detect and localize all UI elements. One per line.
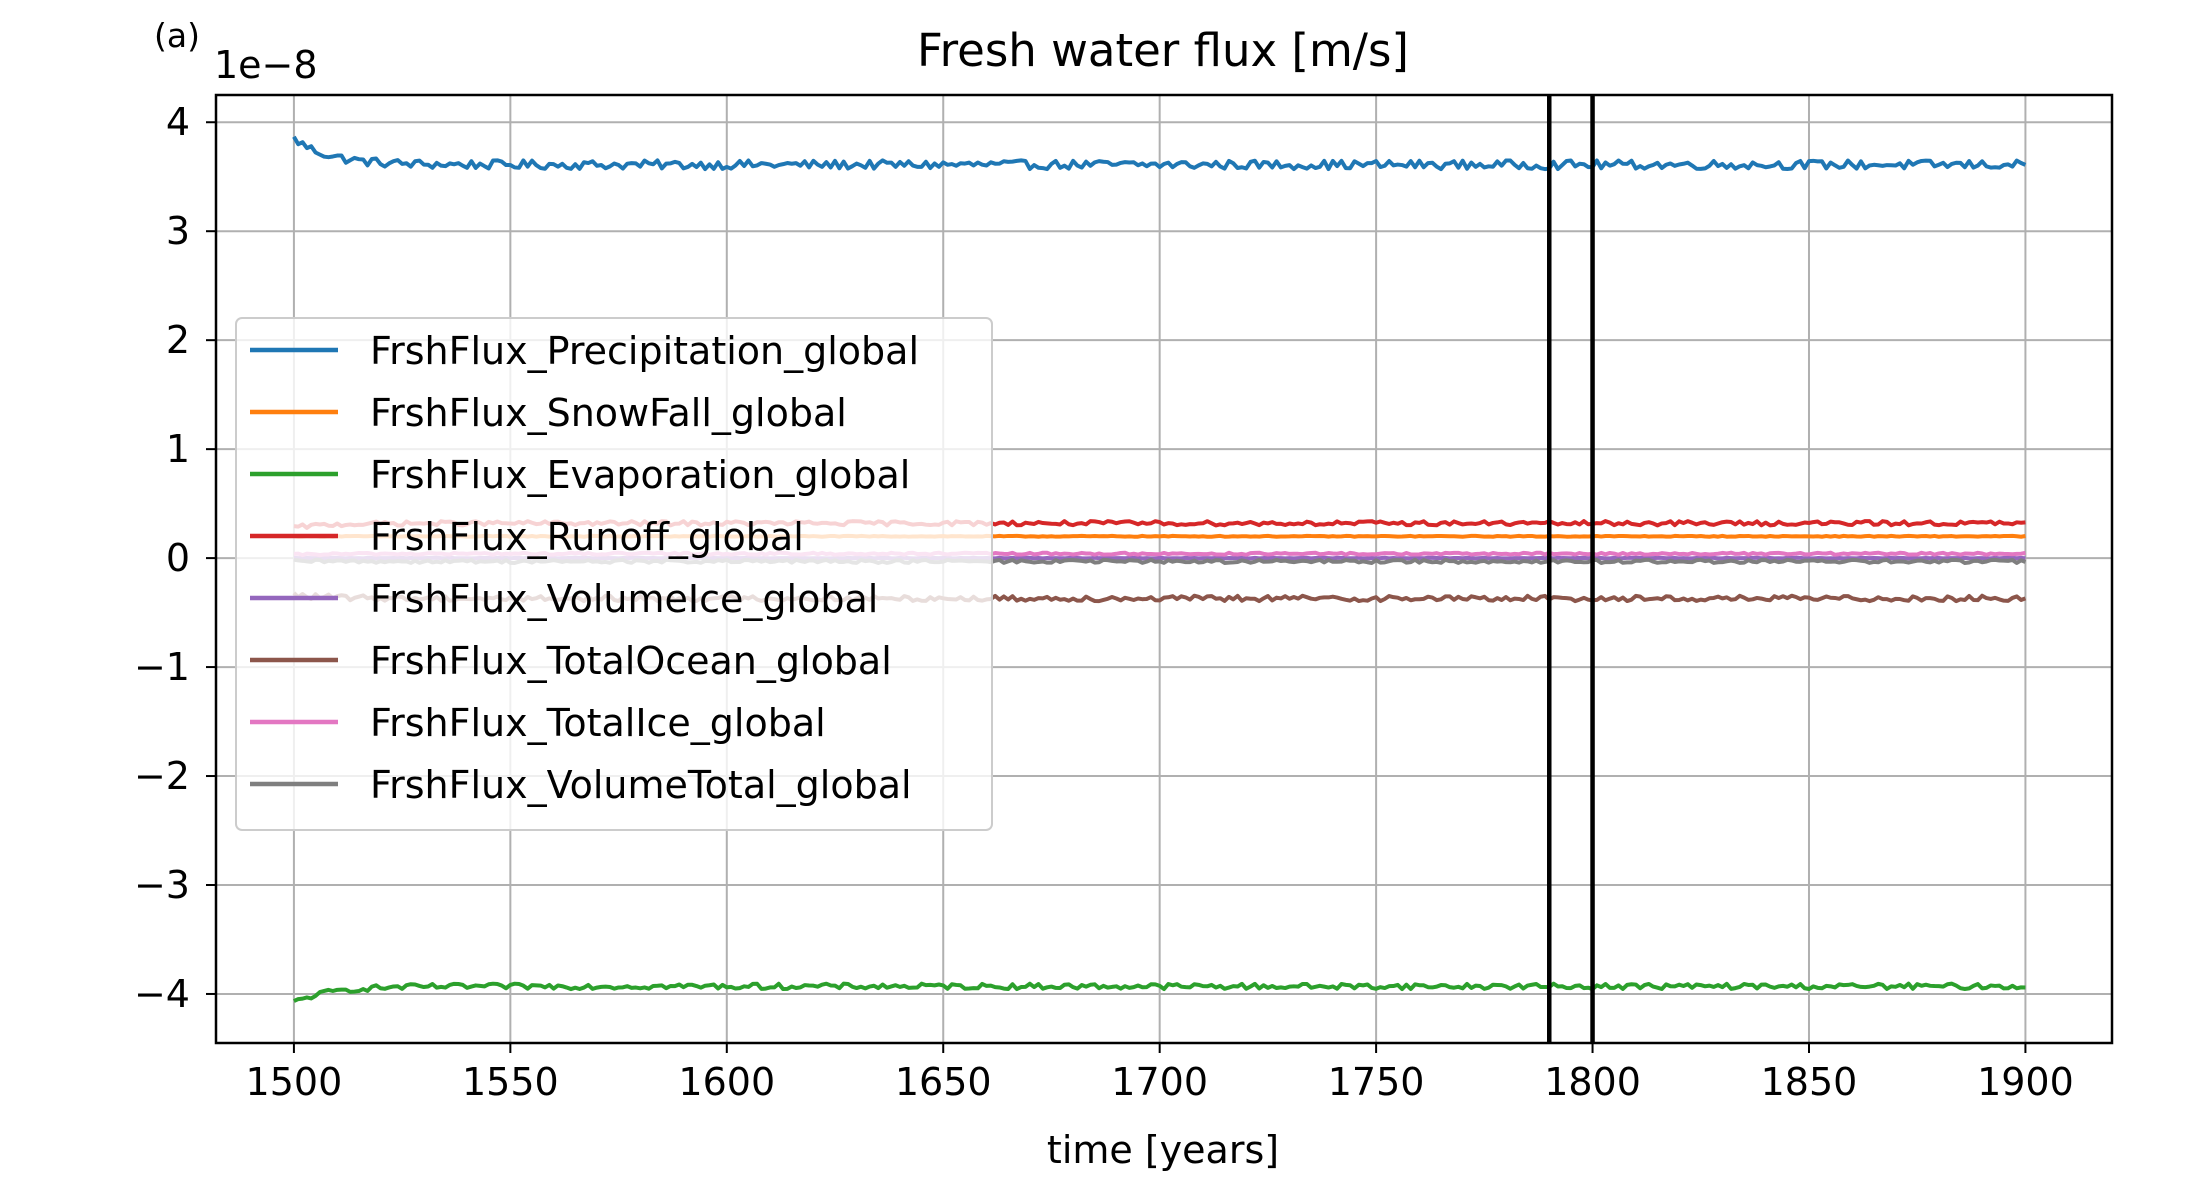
y-tick-label: −4 xyxy=(134,972,190,1016)
legend-label: FrshFlux_VolumeTotal_global xyxy=(370,763,912,807)
x-tick-label: 1850 xyxy=(1761,1060,1858,1104)
x-tick-label: 1800 xyxy=(1544,1060,1641,1104)
series-line-1 xyxy=(292,135,2027,172)
legend-label: FrshFlux_Evaporation_global xyxy=(370,453,910,497)
legend-entry: FrshFlux_Precipitation_global xyxy=(250,329,919,373)
y-tick-label: −1 xyxy=(134,645,190,689)
x-tick-label: 1750 xyxy=(1328,1060,1425,1104)
x-axis-label: time [years] xyxy=(1047,1128,1279,1172)
legend-entry: FrshFlux_TotalIce_global xyxy=(250,701,826,745)
legend-label: FrshFlux_Runoff_global xyxy=(370,515,804,559)
x-tick-label: 1500 xyxy=(246,1060,343,1104)
legend-entry: FrshFlux_VolumeIce_global xyxy=(250,577,878,621)
y-tick-label: −3 xyxy=(134,863,190,907)
x-tick-label: 1650 xyxy=(895,1060,992,1104)
legend-label: FrshFlux_TotalIce_global xyxy=(370,701,826,745)
y-tick-label: 4 xyxy=(166,100,190,144)
vertical-marker-lines xyxy=(1547,95,1595,1043)
legend-entry: FrshFlux_Evaporation_global xyxy=(250,453,910,497)
plot-frame xyxy=(214,93,2114,1045)
x-tick-label: 1550 xyxy=(462,1060,559,1104)
legend-entry: FrshFlux_TotalOcean_global xyxy=(250,639,892,683)
legend-label: FrshFlux_VolumeIce_global xyxy=(370,577,878,621)
legend-label: FrshFlux_Precipitation_global xyxy=(370,329,919,373)
legend-box xyxy=(235,317,993,831)
legend-label: FrshFlux_SnowFall_global xyxy=(370,391,847,435)
y-tick-label: 2 xyxy=(166,318,190,362)
y-tick-label: 0 xyxy=(166,536,190,580)
y-offset-label: 1e−8 xyxy=(214,43,318,87)
axis-ticks: 1500 1550 1600 1650 1700 1750 1800 1850 1900 4 3 2 1… xyxy=(134,100,2074,1104)
y-tick-label: 3 xyxy=(166,209,190,253)
legend-entry: FrshFlux_Runoff_global xyxy=(250,515,804,559)
legend: FrshFlux_Precipitation_global FrshFlux_Sn… xyxy=(235,317,993,831)
y-tick-label: 1 xyxy=(166,427,190,471)
legend-entries: FrshFlux_Precipitation_global FrshFlux_Sn… xyxy=(250,329,919,807)
chart-title: Fresh water flux [m/s] xyxy=(917,24,1409,77)
legend-entry: FrshFlux_VolumeTotal_global xyxy=(250,763,912,807)
series-line-3 xyxy=(293,981,2026,1003)
panel-label: (a) xyxy=(154,16,200,55)
legend-label: FrshFlux_TotalOcean_global xyxy=(370,639,892,683)
legend-entry: FrshFlux_SnowFall_global xyxy=(250,391,847,435)
x-tick-label: 1700 xyxy=(1111,1060,1208,1104)
x-tick-label: 1900 xyxy=(1977,1060,2074,1104)
y-tick-label: −2 xyxy=(134,754,190,798)
x-tick-label: 1600 xyxy=(678,1060,775,1104)
